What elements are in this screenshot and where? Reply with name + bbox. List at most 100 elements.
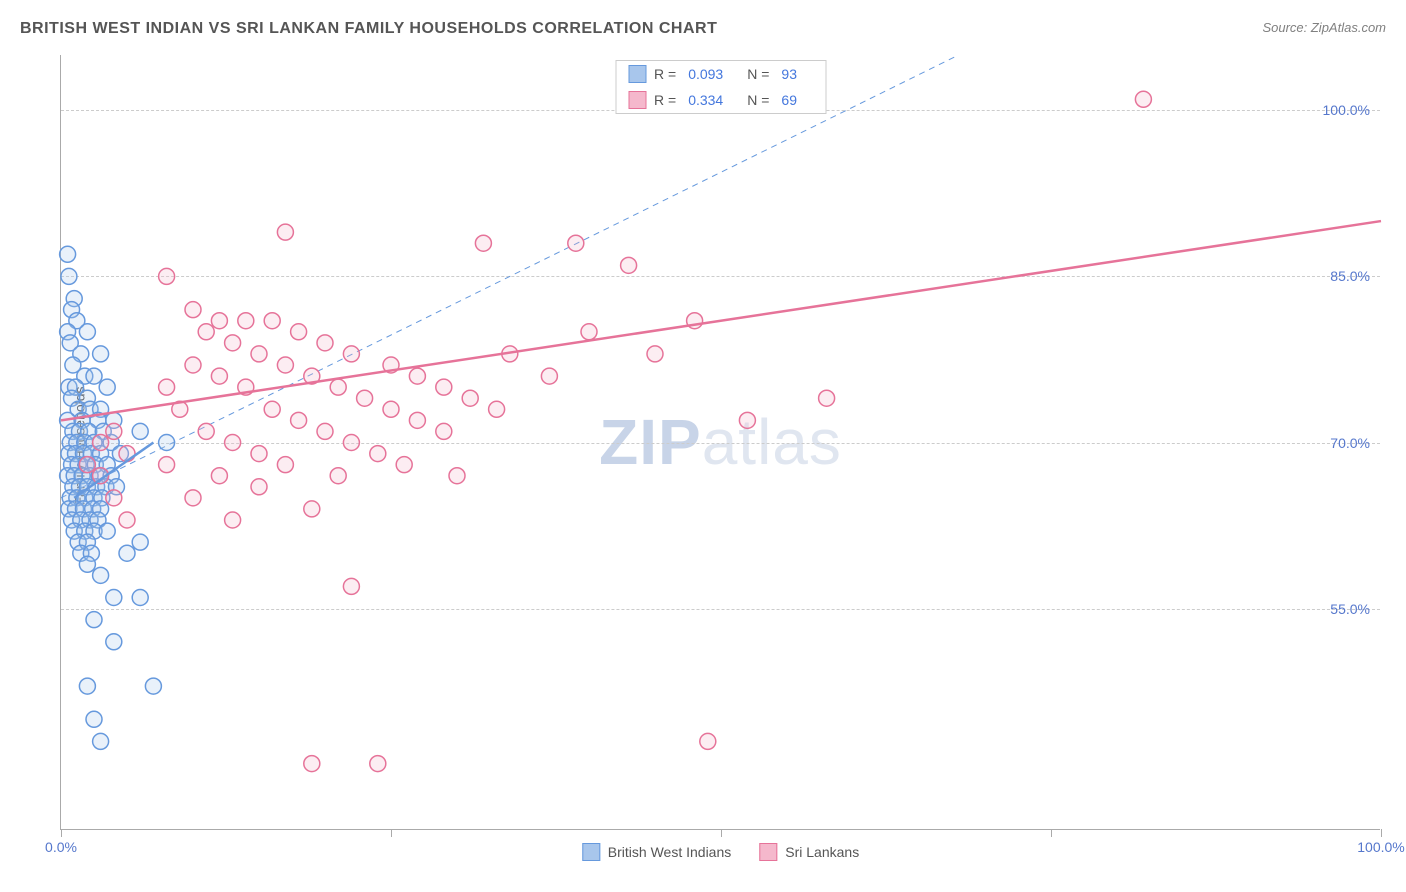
data-point <box>383 401 399 417</box>
data-point <box>79 457 95 473</box>
data-point <box>436 423 452 439</box>
data-point <box>409 368 425 384</box>
chart-container: BRITISH WEST INDIAN VS SRI LANKAN FAMILY… <box>0 0 1406 892</box>
data-point <box>475 235 491 251</box>
legend-swatch <box>628 65 646 83</box>
data-point <box>99 523 115 539</box>
x-tick-label: 0.0% <box>45 839 77 855</box>
data-point <box>621 257 637 273</box>
data-point <box>61 268 77 284</box>
data-point <box>343 435 359 451</box>
series-legend: British West Indians Sri Lankans <box>582 843 859 861</box>
data-point <box>357 390 373 406</box>
data-point <box>330 379 346 395</box>
plot-area: ZIPatlas 55.0%70.0%85.0%100.0% 0.0%100.0… <box>60 55 1380 830</box>
data-point <box>86 612 102 628</box>
series-label: Sri Lankans <box>785 844 859 860</box>
data-point <box>198 423 214 439</box>
data-point <box>99 379 115 395</box>
legend-swatch <box>759 843 777 861</box>
data-point <box>304 501 320 517</box>
data-point <box>581 324 597 340</box>
data-point <box>132 590 148 606</box>
scatter-svg <box>61 55 1380 829</box>
data-point <box>93 567 109 583</box>
data-point <box>291 412 307 428</box>
r-label: R = <box>654 92 676 108</box>
data-point <box>277 457 293 473</box>
x-tick <box>1051 829 1052 837</box>
data-point <box>568 235 584 251</box>
x-tick <box>61 829 62 837</box>
data-point <box>93 435 109 451</box>
data-point <box>370 446 386 462</box>
data-point <box>79 678 95 694</box>
data-point <box>225 435 241 451</box>
data-point <box>251 346 267 362</box>
r-value: 0.334 <box>688 92 723 108</box>
data-point <box>86 711 102 727</box>
data-point <box>541 368 557 384</box>
data-point <box>449 468 465 484</box>
data-point <box>343 346 359 362</box>
n-label: N = <box>747 66 769 82</box>
data-point <box>185 357 201 373</box>
correlation-legend-row: R = 0.093 N = 93 <box>616 61 825 87</box>
data-point <box>396 457 412 473</box>
data-point <box>370 756 386 772</box>
identity-line <box>61 55 959 498</box>
n-value: 93 <box>781 66 797 82</box>
data-point <box>79 324 95 340</box>
r-value: 0.093 <box>688 66 723 82</box>
data-point <box>185 302 201 318</box>
data-point <box>119 446 135 462</box>
data-point <box>159 457 175 473</box>
x-tick <box>391 829 392 837</box>
x-tick-label: 100.0% <box>1357 839 1404 855</box>
data-point <box>277 357 293 373</box>
data-point <box>211 468 227 484</box>
data-point <box>462 390 478 406</box>
series-legend-item: British West Indians <box>582 843 731 861</box>
data-point <box>198 324 214 340</box>
data-point <box>436 379 452 395</box>
n-value: 69 <box>781 92 797 108</box>
data-point <box>106 423 122 439</box>
data-point <box>317 335 333 351</box>
data-point <box>739 412 755 428</box>
data-point <box>251 446 267 462</box>
data-point <box>159 379 175 395</box>
data-point <box>343 578 359 594</box>
legend-swatch <box>582 843 600 861</box>
data-point <box>304 756 320 772</box>
data-point <box>264 401 280 417</box>
series-label: British West Indians <box>608 844 731 860</box>
data-point <box>132 534 148 550</box>
r-label: R = <box>654 66 676 82</box>
data-point <box>119 512 135 528</box>
data-point <box>93 346 109 362</box>
source-attribution: Source: ZipAtlas.com <box>1262 20 1386 35</box>
x-tick <box>721 829 722 837</box>
x-tick <box>1381 829 1382 837</box>
data-point <box>225 335 241 351</box>
data-point <box>106 590 122 606</box>
regression-line <box>61 221 1381 420</box>
data-point <box>238 313 254 329</box>
data-point <box>159 435 175 451</box>
data-point <box>60 246 76 262</box>
data-point <box>330 468 346 484</box>
data-point <box>489 401 505 417</box>
data-point <box>211 313 227 329</box>
data-point <box>86 368 102 384</box>
series-legend-item: Sri Lankans <box>759 843 859 861</box>
data-point <box>211 368 227 384</box>
data-point <box>106 634 122 650</box>
correlation-legend-row: R = 0.334 N = 69 <box>616 87 825 113</box>
data-point <box>647 346 663 362</box>
data-point <box>225 512 241 528</box>
data-point <box>1135 91 1151 107</box>
n-label: N = <box>747 92 769 108</box>
legend-swatch <box>628 91 646 109</box>
data-point <box>79 556 95 572</box>
